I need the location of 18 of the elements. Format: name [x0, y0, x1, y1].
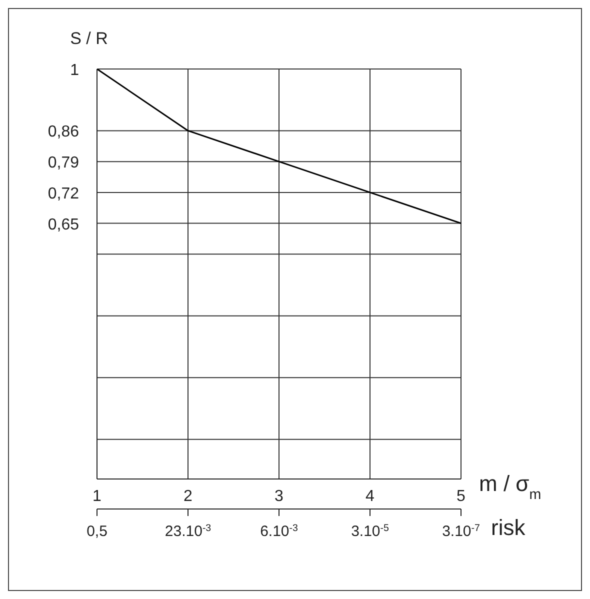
text: 3.10$^{-7}$ — [442, 522, 480, 540]
x-tick-label: 3 — [274, 488, 284, 505]
x-axis-title: m / σ$_{m}$ — [479, 471, 542, 503]
y-tick-label: 1 — [70, 62, 80, 79]
text: 3.10$^{-5}$ — [351, 522, 390, 540]
y-axis-title: S / R — [70, 29, 108, 48]
y-tick-label: 0,65 — [48, 216, 80, 234]
x2-axis-title: risk — [491, 515, 526, 540]
text: 6.10$^{-3}$ — [260, 522, 298, 540]
text: 23.10$^{-3}$ — [164, 522, 212, 540]
x-tick-label: 1 — [92, 488, 102, 505]
y-tick-label: 0,86 — [48, 124, 80, 141]
text: 0,5 — [86, 523, 108, 540]
x-tick-label: 4 — [366, 488, 375, 505]
y-tick-label: 0,79 — [48, 154, 80, 172]
x-tick-label: 2 — [184, 488, 193, 505]
x-tick-label: 5 — [456, 488, 466, 505]
y-tick-label: 0,72 — [48, 185, 80, 202]
